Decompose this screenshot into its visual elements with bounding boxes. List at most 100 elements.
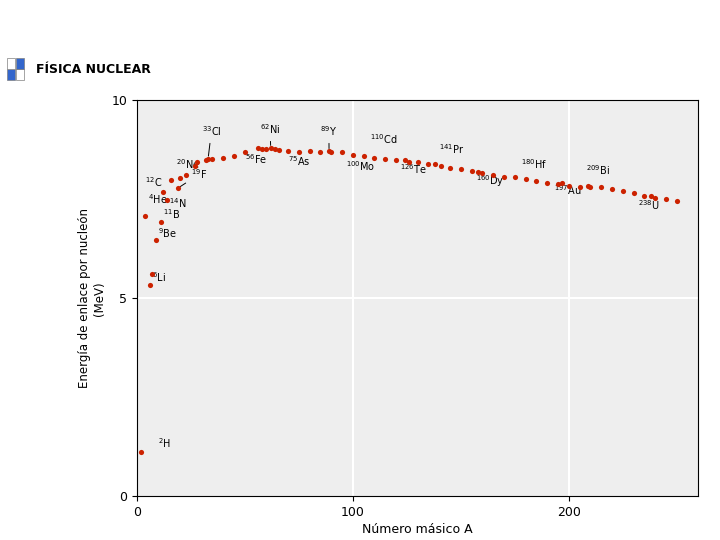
Text: $^{209}$Bi: $^{209}$Bi	[586, 163, 610, 177]
Text: FÍSICA NUCLEAR: FÍSICA NUCLEAR	[36, 64, 151, 77]
Point	[639, 191, 650, 200]
Text: Bloque 5: FÍSICA DEL SIGLO XX: Bloque 5: FÍSICA DEL SIGLO XX	[72, 34, 315, 50]
Point	[140, 212, 151, 221]
Point	[390, 156, 402, 164]
Text: $^{2}$H: $^{2}$H	[158, 437, 171, 450]
Point	[228, 151, 240, 160]
Text: $^{14}$N: $^{14}$N	[169, 197, 186, 211]
Point	[444, 163, 456, 172]
Point	[574, 183, 585, 191]
Text: $^{11}$B: $^{11}$B	[163, 207, 180, 221]
Point	[585, 183, 596, 191]
Text: $^{19}$F: $^{19}$F	[180, 167, 207, 187]
Text: $^{75}$As: $^{75}$As	[288, 154, 310, 167]
Text: $^{89}$Y: $^{89}$Y	[320, 124, 338, 148]
Text: $^{9}$Be: $^{9}$Be	[158, 226, 177, 240]
Point	[628, 188, 639, 197]
Point	[155, 218, 166, 226]
Point	[265, 144, 276, 152]
Text: $^{62}$Ni: $^{62}$Ni	[260, 122, 280, 145]
Point	[498, 172, 510, 181]
Point	[541, 178, 553, 187]
Point	[282, 146, 294, 155]
Point	[557, 178, 568, 187]
Point	[671, 197, 683, 205]
Point	[150, 236, 162, 245]
Text: $^{20}$Ne: $^{20}$Ne	[176, 157, 199, 171]
Point	[135, 448, 147, 457]
Point	[217, 153, 229, 162]
Point	[379, 154, 391, 163]
Point	[315, 147, 326, 156]
Point	[181, 171, 192, 179]
Y-axis label: Energía de enlace por nucleón
(MeV): Energía de enlace por nucleón (MeV)	[78, 208, 106, 388]
Point	[261, 144, 272, 153]
Text: $^{56}$Fe: $^{56}$Fe	[245, 152, 267, 166]
Point	[325, 148, 337, 157]
Point	[200, 156, 212, 165]
Text: FÍSICA: FÍSICA	[14, 5, 75, 23]
Text: $^{180}$Hf: $^{180}$Hf	[521, 157, 548, 171]
Point	[423, 159, 434, 168]
Text: $^{197}$Au: $^{197}$Au	[554, 184, 581, 197]
Point	[146, 270, 158, 279]
Point	[174, 174, 186, 183]
Point	[256, 145, 268, 153]
Point	[531, 177, 542, 186]
Text: $^{110}$Cd: $^{110}$Cd	[370, 132, 397, 146]
Text: $^{126}$Te: $^{126}$Te	[400, 163, 427, 176]
Text: Rafael Artacho Cañadas: Rafael Artacho Cañadas	[7, 524, 125, 534]
Point	[617, 186, 629, 195]
Point	[172, 184, 184, 192]
Point	[477, 169, 488, 178]
Point	[455, 164, 467, 173]
Point	[660, 195, 672, 204]
Point	[192, 157, 203, 166]
Text: 4. Estabilidad del núcleo: 4. Estabilidad del núcleo	[378, 64, 550, 77]
Text: 20 de 52: 20 de 52	[670, 524, 713, 534]
Bar	[16, 69, 24, 80]
Point	[269, 144, 281, 153]
Point	[323, 147, 335, 156]
Point	[552, 180, 564, 188]
Text: 2º: 2º	[14, 35, 32, 49]
Point	[202, 154, 214, 163]
Point	[606, 185, 618, 193]
Point	[336, 148, 348, 157]
Point	[582, 182, 594, 191]
Point	[347, 151, 359, 160]
Point	[412, 158, 423, 167]
Point	[304, 147, 315, 156]
Text: $^{160}$Dy: $^{160}$Dy	[476, 173, 504, 190]
Bar	[7, 69, 15, 80]
Text: $^{4}$He: $^{4}$He	[148, 193, 167, 206]
Point	[161, 195, 173, 204]
Bar	[16, 58, 24, 69]
Text: $^{6}$Li: $^{6}$Li	[152, 271, 166, 285]
Point	[274, 146, 285, 154]
Point	[595, 183, 607, 192]
Point	[157, 188, 168, 197]
Text: $^{33}$Cl: $^{33}$Cl	[202, 124, 221, 156]
Point	[487, 170, 499, 179]
X-axis label: Número másico A: Número másico A	[362, 523, 473, 536]
Text: $^{100}$Mo: $^{100}$Mo	[346, 160, 376, 173]
Point	[403, 158, 415, 166]
Point	[293, 147, 305, 156]
Point	[649, 193, 661, 202]
Point	[189, 162, 201, 171]
Point	[252, 144, 264, 152]
Point	[144, 281, 156, 289]
Text: $^{141}$Pr: $^{141}$Pr	[439, 143, 464, 157]
Point	[358, 152, 369, 161]
Point	[429, 160, 441, 168]
Point	[207, 154, 218, 163]
Point	[472, 168, 484, 177]
Bar	[7, 58, 15, 69]
Point	[466, 166, 477, 175]
Point	[369, 153, 380, 162]
Point	[436, 161, 447, 170]
Point	[166, 176, 177, 185]
Point	[645, 192, 657, 201]
Point	[239, 147, 251, 156]
